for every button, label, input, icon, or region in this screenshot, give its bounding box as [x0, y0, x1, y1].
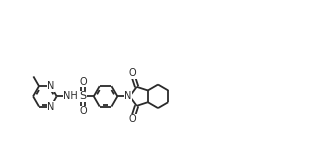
Text: O: O	[128, 114, 136, 124]
Text: N: N	[124, 91, 132, 101]
Text: O: O	[79, 77, 87, 87]
Text: O: O	[79, 106, 87, 116]
Text: NH: NH	[63, 91, 78, 101]
Text: O: O	[128, 68, 136, 78]
Text: S: S	[80, 91, 87, 101]
Text: N: N	[47, 102, 55, 111]
Text: N: N	[47, 81, 55, 91]
